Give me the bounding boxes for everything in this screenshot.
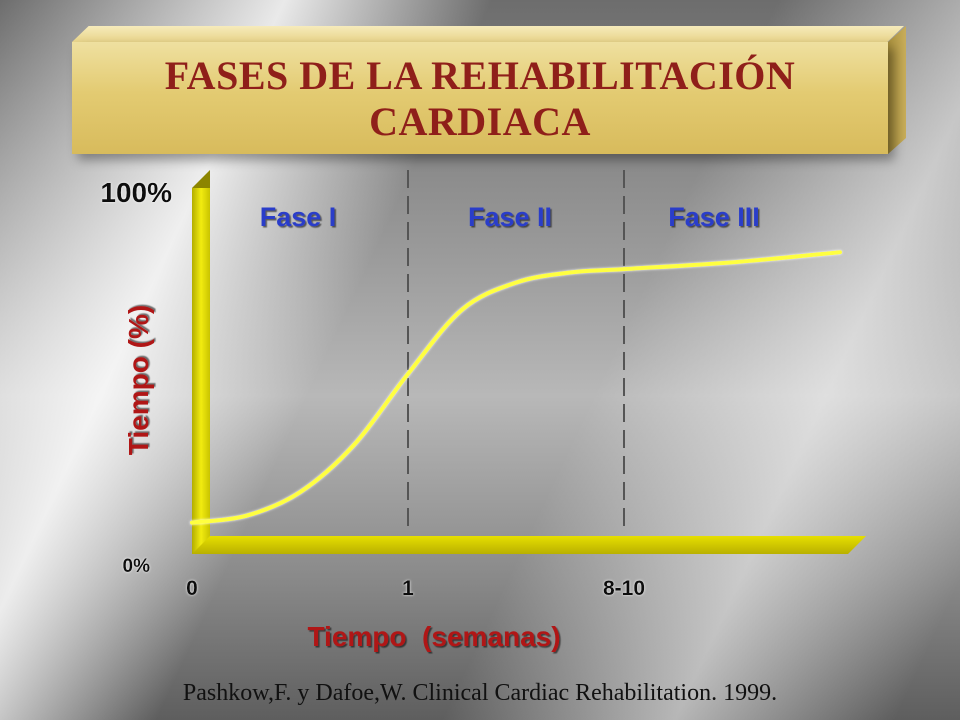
phase-label-3: Fase III [668, 202, 760, 232]
series-points [190, 250, 842, 525]
x-tick-label-0: 0 [186, 577, 198, 600]
series-point-1 [244, 514, 248, 518]
series-point-4 [406, 372, 410, 376]
series-point-0 [190, 521, 194, 525]
series-point-2 [298, 490, 302, 494]
banner-front-face: FASES DE LA REHABILITACIÓN CARDIACA [72, 42, 888, 154]
chart-title-line-1: FASES DE LA REHABILITACIÓN [164, 53, 796, 98]
y-axis-bar [192, 188, 210, 554]
y-tick-label-bottom: 0% [123, 556, 151, 577]
y-axis-label: Tiempo (%) [123, 305, 154, 455]
banner-top-face [72, 26, 904, 42]
series-point-5 [460, 308, 464, 312]
series-point-7 [568, 271, 572, 274]
series-point-10 [838, 250, 842, 254]
citation: Pashkow,F. y Dafoe,W. Clinical Cardiac R… [182, 680, 778, 706]
title-banner: FASES DE LA REHABILITACIÓN CARDIACA [72, 26, 906, 154]
series-point-8 [622, 267, 626, 271]
x-axis-bar [192, 536, 866, 554]
phase-label-1: Fase I [260, 202, 337, 232]
series-point-9 [730, 260, 734, 264]
series-point-3 [352, 443, 356, 447]
x-tick-label-2: 8-10 [603, 577, 645, 600]
x-axis-label: Tiempo (semanas) [307, 621, 560, 652]
series-point-6 [514, 281, 518, 285]
chart-title-line-2: CARDIACA [369, 99, 591, 144]
y-tick-label-top: 100% [100, 177, 172, 208]
banner-side-face [888, 26, 906, 154]
phase-label-2: Fase II [468, 202, 552, 232]
x-tick-label-1: 1 [402, 577, 414, 600]
series-line [190, 250, 842, 525]
